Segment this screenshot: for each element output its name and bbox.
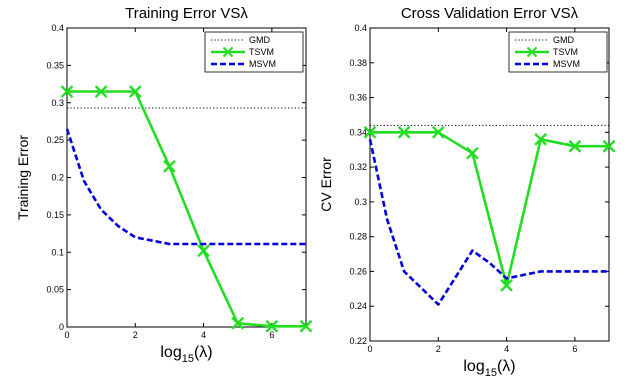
y-tick-label: 0.26 — [349, 266, 367, 276]
point-marker — [265, 319, 279, 333]
legend: GMD TSVM MSVM — [508, 31, 608, 73]
data-point-tsvm — [60, 85, 74, 98]
x-axis-label-subscript: 15 — [485, 367, 497, 376]
point-marker — [299, 319, 313, 333]
data-point-tsvm — [397, 125, 411, 139]
training-error-chart: 0 0.05 0.1 0.15 0.2 0.25 0.3 0.35 0.4 0 2 4 6 GMD TSVM… — [15, 5, 313, 365]
y-tick-label: 0.28 — [349, 232, 367, 242]
legend-marker — [526, 46, 538, 58]
x-axis-label-arg: (λ) — [497, 358, 516, 375]
data-point-tsvm — [94, 85, 108, 98]
x-axis-label-arg: (λ) — [194, 344, 213, 361]
x-axis-label-base: log — [463, 358, 484, 375]
point-marker — [602, 139, 616, 153]
data-point-tsvm — [431, 125, 445, 139]
y-axis-label: CV Error — [318, 157, 334, 212]
point-marker — [397, 125, 411, 139]
data-point-tsvm — [363, 125, 377, 139]
y-tick-label: 0.38 — [349, 58, 367, 68]
data-point-tsvm — [299, 319, 313, 333]
y-tick-label: 0.24 — [349, 301, 367, 311]
data-point-tsvm — [466, 146, 479, 160]
x-tick-label: 6 — [269, 330, 274, 340]
legend-label-gmd: GMD — [553, 35, 574, 45]
y-tick-label: 0.05 — [46, 285, 64, 295]
data-point-tsvm — [231, 316, 245, 330]
x-tick-label: 2 — [133, 330, 138, 340]
data-point-tsvm — [265, 319, 279, 333]
data-point-tsvm — [128, 85, 142, 98]
cv-error-chart: 0.22 0.24 0.26 0.28 0.3 0.32 0.34 0.36 0.38 0.4 0 2… — [318, 5, 616, 376]
y-tick-label: 0.22 — [349, 336, 367, 346]
data-point-tsvm — [568, 139, 582, 153]
y-tick-label: 0.25 — [46, 135, 64, 145]
x-axis-label-subscript: 15 — [182, 353, 194, 365]
x-tick-label: 6 — [572, 344, 577, 354]
x-tick-label: 2 — [436, 344, 441, 354]
point-marker — [94, 85, 108, 98]
y-tick-label: 0.2 — [51, 173, 64, 183]
legend-label-tsvm: TSVM — [553, 47, 578, 57]
point-marker — [231, 316, 245, 330]
point-marker — [568, 139, 582, 153]
chart-title: Training Error VSλ — [125, 5, 248, 22]
chart-title: Cross Validation Error VSλ — [401, 5, 579, 22]
data-point-tsvm — [500, 279, 513, 292]
legend: GMD TSVM MSVM — [204, 31, 304, 73]
x-tick-label: 0 — [64, 330, 69, 340]
y-tick-label: 0.3 — [51, 98, 64, 108]
point-marker — [500, 279, 513, 292]
point-marker — [431, 125, 445, 139]
point-marker — [128, 85, 142, 98]
legend-label-gmd: GMD — [249, 35, 270, 45]
y-tick-label: 0.4 — [354, 23, 367, 33]
y-tick-label: 0.36 — [349, 93, 367, 103]
data-point-tsvm — [534, 132, 548, 146]
plot-area — [369, 27, 610, 342]
point-marker — [363, 125, 377, 139]
plot-area — [66, 27, 307, 328]
legend-label-msvm: MSVM — [249, 59, 276, 69]
series-line-tsvm — [370, 131, 609, 287]
x-tick-label: 4 — [201, 330, 206, 340]
y-tick-label: 0.1 — [51, 247, 64, 257]
point-marker — [60, 85, 74, 98]
point-marker — [466, 146, 479, 160]
x-tick-label: 4 — [504, 344, 509, 354]
y-tick-label: 0.32 — [349, 162, 367, 172]
x-axis-label-base: log — [160, 344, 181, 361]
series-line-msvm — [368, 139, 609, 306]
data-point-tsvm — [163, 159, 176, 173]
series-line-msvm — [65, 128, 306, 246]
point-marker — [197, 244, 210, 258]
x-axis-label: log15(λ) — [160, 344, 212, 365]
y-tick-label: 0.35 — [46, 60, 64, 70]
y-tick-label: 0.4 — [51, 23, 64, 33]
y-tick-label: 0 — [59, 322, 64, 332]
point-marker — [534, 132, 548, 146]
series-line-tsvm — [67, 90, 306, 328]
data-point-tsvm — [602, 139, 616, 153]
legend-label-msvm: MSVM — [553, 59, 580, 69]
y-tick-label: 0.34 — [349, 127, 367, 137]
x-axis-label: log15(λ) — [463, 358, 515, 376]
data-point-tsvm — [197, 244, 210, 258]
point-marker — [163, 159, 176, 173]
y-tick-label: 0.3 — [354, 197, 367, 207]
y-axis-label: Training Error — [15, 135, 31, 220]
legend-marker — [222, 46, 234, 58]
legend-label-tsvm: TSVM — [249, 47, 274, 57]
y-tick-label: 0.15 — [46, 210, 64, 220]
x-tick-label: 0 — [367, 344, 372, 354]
